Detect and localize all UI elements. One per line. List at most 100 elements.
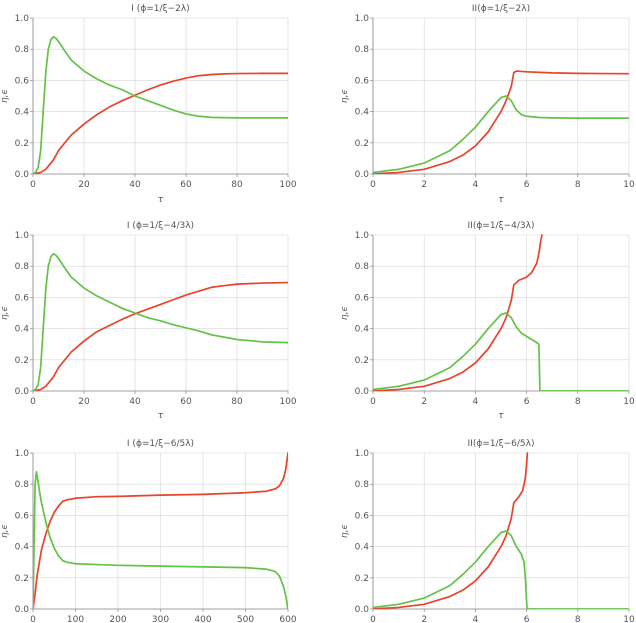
y-tick-label: 1.0 [15, 231, 30, 241]
y-tick-label: 0.2 [15, 139, 29, 149]
y-tick-label: 0.6 [15, 293, 30, 303]
y-tick-label: 0.6 [355, 293, 370, 303]
panel-title: II(ϕ=1/ξ−4/3λ) [468, 221, 535, 231]
x-tick-label: 6 [524, 397, 530, 407]
y-tick-label: 0.0 [15, 605, 30, 615]
x-tick-label: 100 [279, 180, 296, 190]
series-line-2 [33, 35, 288, 174]
chart-panel-5: 0 100 200 300 400 500 600 0.0 0.2 0.4 0.6 0.8 1.0 I (… [0, 439, 297, 623]
y-tick-label: 1.0 [355, 14, 370, 24]
x-tick-label: 0 [370, 180, 376, 190]
x-tick-label: 2 [421, 180, 427, 190]
series-line-2 [373, 530, 629, 609]
panel-title: I (ϕ=1/ξ−4/3λ) [127, 221, 194, 231]
y-tick-label: 1.0 [355, 449, 370, 459]
x-tick-label: 300 [152, 615, 169, 623]
y-tick-label: 1.0 [355, 231, 370, 241]
panel-title: I (ϕ=1/ξ−2λ) [131, 4, 189, 14]
y-tick-label: 0.6 [15, 76, 30, 86]
x-tick-label: 0 [370, 397, 376, 407]
x-axis-label: τ [498, 195, 504, 205]
x-tick-label: 10 [623, 397, 635, 407]
y-tick-label: 1.0 [15, 14, 30, 24]
x-tick-label: 200 [109, 615, 126, 623]
y-axis-label: η,ϵ [0, 89, 10, 103]
x-tick-label: 0 [30, 397, 36, 407]
y-tick-label: 0.0 [15, 170, 30, 180]
y-tick-label: 0.4 [15, 108, 30, 118]
x-tick-label: 80 [231, 180, 243, 190]
y-tick-label: 0.2 [355, 139, 369, 149]
y-tick-label: 0.6 [15, 511, 30, 521]
x-tick-label: 500 [237, 615, 254, 623]
y-tick-label: 0.8 [355, 480, 370, 490]
y-tick-label: 0.6 [355, 511, 370, 521]
x-axis-label: τ [498, 411, 504, 421]
series-line-2 [373, 312, 629, 391]
x-tick-label: 60 [180, 397, 192, 407]
x-axis-label: τ [158, 411, 164, 421]
series-line-1 [373, 452, 529, 609]
chart-panel-3: 0 20 40 60 80 100 0.0 0.2 0.4 0.6 0.8 1.0 I (ϕ=1/ξ−4… [0, 221, 297, 421]
y-axis-label: η,ϵ [340, 89, 350, 103]
x-tick-label: 400 [194, 615, 211, 623]
x-tick-label: 100 [67, 615, 84, 623]
y-tick-label: 1.0 [15, 449, 30, 459]
x-tick-label: 40 [129, 180, 141, 190]
y-tick-label: 0.4 [355, 108, 370, 118]
x-tick-label: 8 [575, 615, 581, 623]
x-tick-label: 0 [370, 615, 376, 623]
y-tick-label: 0.0 [355, 605, 370, 615]
y-tick-label: 0.4 [15, 325, 30, 335]
y-tick-label: 0.8 [15, 45, 30, 55]
y-axis-label: η,ϵ [340, 524, 350, 538]
y-tick-label: 0.4 [355, 543, 370, 553]
series-line-2 [33, 470, 288, 609]
x-tick-label: 40 [129, 397, 141, 407]
series-line-1 [33, 452, 288, 609]
x-tick-label: 100 [279, 397, 296, 407]
x-tick-label: 10 [623, 615, 635, 623]
y-tick-label: 0.4 [15, 543, 30, 553]
x-tick-label: 0 [30, 180, 36, 190]
series-line-1 [33, 72, 288, 174]
x-tick-label: 4 [473, 615, 479, 623]
x-tick-label: 4 [473, 180, 479, 190]
y-tick-label: 0.0 [15, 387, 30, 397]
x-tick-label: 8 [575, 180, 581, 190]
x-tick-label: 600 [279, 615, 296, 623]
y-tick-label: 0.2 [355, 356, 369, 366]
x-tick-label: 80 [231, 397, 243, 407]
x-tick-label: 10 [623, 180, 635, 190]
y-tick-label: 0.8 [355, 45, 370, 55]
series-line-1 [33, 281, 288, 391]
y-axis-label: η,ϵ [340, 306, 350, 320]
series-line-2 [373, 95, 629, 174]
x-tick-label: 20 [78, 180, 90, 190]
panel-title: II(ϕ=1/ξ−6/5λ) [468, 439, 535, 449]
x-tick-label: 6 [524, 615, 530, 623]
y-tick-label: 0.0 [355, 387, 370, 397]
x-tick-label: 60 [180, 180, 192, 190]
series-line-1 [373, 234, 543, 391]
series-line-1 [373, 70, 629, 174]
chart-panel-4: 0 2 4 6 8 10 0.0 0.2 0.4 0.6 0.8 1.0 II(ϕ=1/ξ−4/3λ) τ… [340, 221, 635, 421]
y-tick-label: 0.6 [355, 76, 370, 86]
x-tick-label: 4 [473, 397, 479, 407]
x-axis-label: τ [158, 195, 164, 205]
y-tick-label: 0.2 [355, 574, 369, 584]
chart-panel-1: 0 20 40 60 80 100 0.0 0.2 0.4 0.6 0.8 1.0 I (ϕ=1/ξ−2… [0, 4, 297, 205]
x-tick-label: 6 [524, 180, 530, 190]
y-tick-label: 0.2 [15, 574, 29, 584]
x-tick-label: 0 [30, 615, 36, 623]
y-tick-label: 0.0 [355, 170, 370, 180]
series-line-2 [33, 252, 288, 391]
y-axis-label: η,ϵ [0, 306, 10, 320]
chart-panel-2: 0 2 4 6 8 10 0.0 0.2 0.4 0.6 0.8 1.0 II(ϕ=1/ξ−2λ) τ η,… [340, 4, 635, 205]
y-tick-label: 0.8 [355, 262, 370, 272]
panel-title: I (ϕ=1/ξ−6/5λ) [127, 439, 194, 449]
x-tick-label: 2 [421, 615, 427, 623]
chart-panel-6: 0 2 4 6 8 10 0.0 0.2 0.4 0.6 0.8 1.0 II(ϕ=1/ξ−6/5λ) η… [340, 439, 635, 623]
y-tick-label: 0.8 [15, 262, 30, 272]
